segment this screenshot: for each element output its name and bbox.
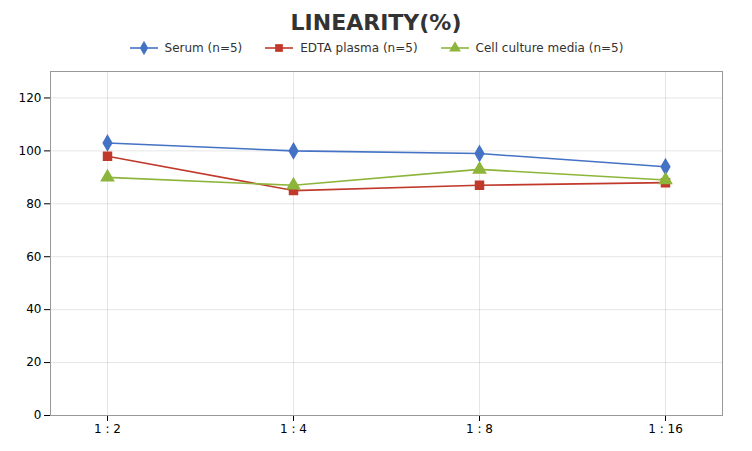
svg-text:1 : 8: 1 : 8: [466, 422, 493, 436]
html-text:EDTA plasma (n=5): EDTA plasma (n=5): [300, 41, 418, 55]
svg-text:1 : 16: 1 : 16: [648, 422, 683, 436]
html-text:Cell culture media (n=5): Cell culture media (n=5): [475, 41, 624, 55]
svg-text:1 : 4: 1 : 4: [280, 422, 307, 436]
svg-text:60: 60: [26, 250, 41, 264]
svg-text:0: 0: [34, 408, 42, 422]
svg-text:100: 100: [19, 144, 42, 158]
html-text:Serum (n=5): Serum (n=5): [164, 41, 243, 55]
svg-text:80: 80: [26, 197, 41, 211]
html-text:LINEARITY(%): LINEARITY(%): [290, 10, 462, 35]
svg-text:120: 120: [19, 91, 42, 105]
svg-text:20: 20: [26, 355, 41, 369]
svg-text:40: 40: [26, 302, 41, 316]
svg-text:1 : 2: 1 : 2: [94, 422, 121, 436]
